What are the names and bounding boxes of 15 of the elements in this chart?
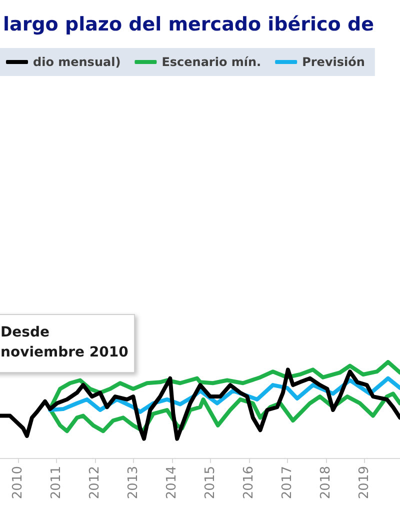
chart-title: largo plazo del mercado ibérico de <box>3 14 374 36</box>
x-tick-label: 2016 <box>242 466 257 500</box>
x-tick-label: 2019 <box>357 466 372 500</box>
x-tick-label: 2014 <box>164 466 180 500</box>
x-tick-label: 2015 <box>203 466 218 500</box>
legend-label: dio mensual) <box>33 55 121 69</box>
x-tick-label: 2010 <box>10 466 26 500</box>
x-tick-label: 2012 <box>88 466 103 500</box>
legend-label: Escenario mín. <box>162 55 262 69</box>
legend-label: Previsión <box>302 55 365 69</box>
x-tick-label: 2017 <box>280 466 296 500</box>
text: Desde noviembre 2010 <box>0 324 129 360</box>
x-tick-label: 2011 <box>49 466 64 500</box>
x-tick-label: 2018 <box>318 466 334 500</box>
x-tick-label: 2013 <box>126 466 142 500</box>
